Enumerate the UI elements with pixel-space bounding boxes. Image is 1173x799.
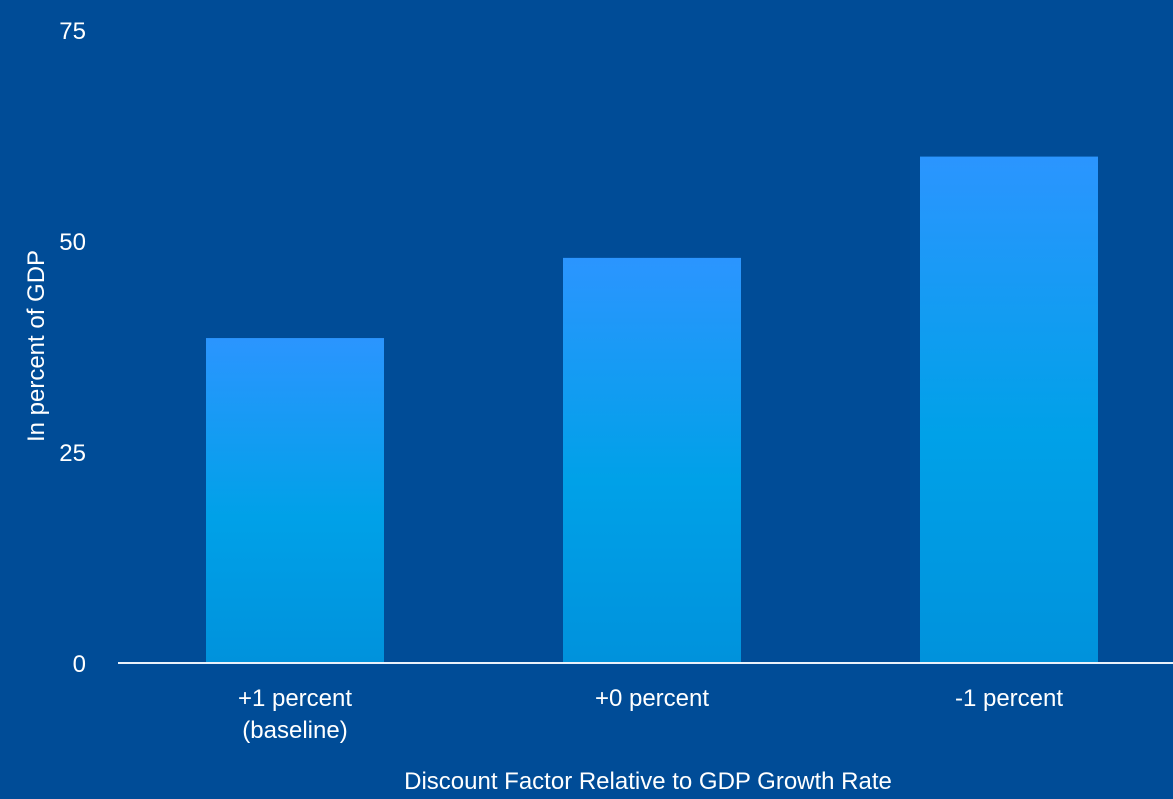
bar — [920, 156, 1098, 663]
x-category-label-line: +1 percent — [238, 685, 352, 712]
y-tick-label: 75 — [59, 18, 86, 45]
x-category-label-line: -1 percent — [955, 685, 1063, 712]
x-category-label: -1 percent — [955, 685, 1063, 712]
x-category-label: +1 percent (baseline) — [238, 685, 352, 744]
x-axis-title: Discount Factor Relative to GDP Growth R… — [404, 768, 892, 795]
bar — [206, 338, 384, 663]
y-tick-label: 25 — [59, 440, 86, 467]
x-axis-category-labels: +1 percent (baseline) +0 percent -1 percent — [238, 685, 1063, 744]
x-category-label: +0 percent — [595, 685, 709, 712]
bars — [206, 156, 1098, 663]
y-tick-label: 0 — [73, 651, 86, 678]
y-axis-title: In percent of GDP — [23, 250, 50, 442]
y-tick-label: 50 — [59, 229, 86, 256]
x-category-label-line: (baseline) — [242, 717, 347, 744]
y-axis-ticks: 0 25 50 75 — [59, 18, 86, 678]
bar — [563, 257, 741, 663]
x-category-label-line: +0 percent — [595, 685, 709, 712]
